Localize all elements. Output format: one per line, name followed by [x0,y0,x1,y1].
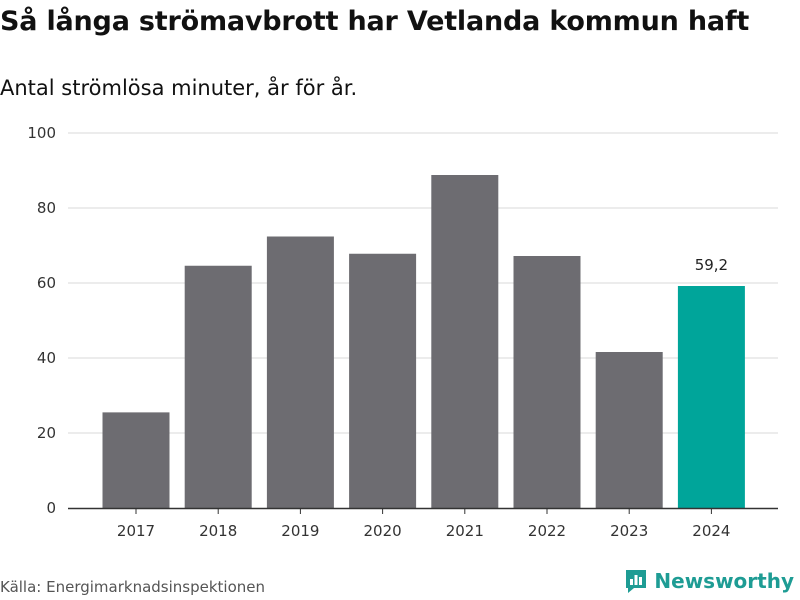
bar [595,352,663,508]
bar [513,256,581,508]
data-label: 59,2 [695,256,728,274]
bar [184,265,252,508]
source-note: Källa: Energimarknadsinspektionen [0,578,266,596]
y-tick-label: 60 [37,274,56,292]
x-tick-label: 2024 [692,522,730,540]
chart-subtitle: Antal strömlösa minuter, år för år. [0,76,358,100]
bar [431,175,499,508]
bar-highlight [677,286,745,508]
newsworthy-chart-icon [626,570,647,593]
bar [349,253,417,508]
y-tick-label: 40 [37,349,56,367]
brand-logo: Newsworthy [624,568,794,594]
brand-name: Newsworthy [654,569,794,593]
x-tick-label: 2022 [528,522,566,540]
bar [266,236,334,508]
x-tick-label: 2017 [117,522,155,540]
y-tick-label: 0 [46,499,56,517]
y-tick-label: 20 [37,424,56,442]
chart-title: Så långa strömavbrott har Vetlanda kommu… [0,6,750,37]
y-tick-label: 100 [27,124,56,142]
x-tick-label: 2020 [364,522,402,540]
y-tick-label: 80 [37,199,56,217]
bar [102,412,170,508]
x-tick-label: 2019 [281,522,319,540]
x-tick-label: 2023 [610,522,648,540]
x-tick-label: 2021 [446,522,484,540]
x-tick-label: 2018 [199,522,237,540]
